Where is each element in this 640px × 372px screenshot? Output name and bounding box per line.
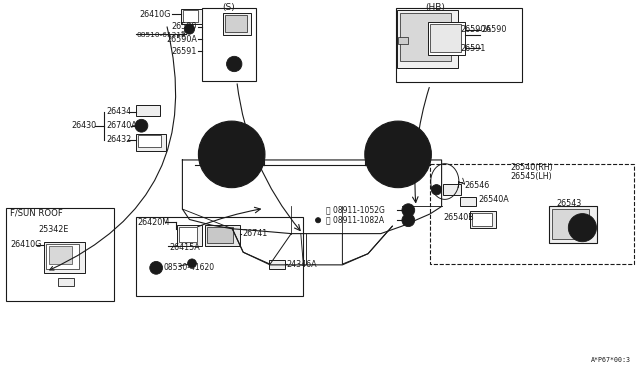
Text: 26590: 26590 bbox=[172, 22, 197, 31]
Bar bbox=[397, 10, 458, 68]
Text: ⓝ 08911-1082A: ⓝ 08911-1082A bbox=[326, 216, 385, 225]
Bar bbox=[181, 9, 202, 24]
Circle shape bbox=[402, 204, 415, 217]
Text: ⓝ 08911-1052G: ⓝ 08911-1052G bbox=[326, 206, 385, 215]
Bar bbox=[269, 260, 285, 269]
Bar bbox=[460, 197, 476, 206]
Bar bbox=[396, 8, 522, 82]
Circle shape bbox=[150, 262, 163, 274]
Bar bbox=[223, 13, 251, 35]
Circle shape bbox=[316, 218, 321, 223]
Bar bbox=[443, 184, 461, 195]
Circle shape bbox=[405, 207, 412, 214]
Text: (HB): (HB) bbox=[426, 3, 445, 12]
Text: 26740A: 26740A bbox=[106, 121, 137, 130]
Bar bbox=[428, 22, 465, 55]
Text: 08510-61212: 08510-61212 bbox=[137, 32, 187, 38]
Bar bbox=[136, 105, 160, 116]
Bar bbox=[207, 227, 233, 243]
Circle shape bbox=[431, 185, 442, 195]
Text: (S): (S) bbox=[223, 3, 236, 12]
Bar bbox=[136, 217, 303, 296]
Text: 26545(LH): 26545(LH) bbox=[511, 172, 552, 181]
Bar bbox=[398, 37, 408, 44]
Circle shape bbox=[135, 119, 148, 132]
Bar bbox=[430, 24, 461, 52]
Bar bbox=[400, 13, 451, 61]
Circle shape bbox=[365, 121, 431, 187]
Bar bbox=[49, 246, 72, 264]
Text: 26590A: 26590A bbox=[461, 25, 492, 34]
Bar bbox=[46, 244, 79, 269]
Circle shape bbox=[402, 214, 415, 227]
Bar bbox=[472, 213, 492, 226]
Circle shape bbox=[198, 121, 265, 187]
Text: 26420M: 26420M bbox=[138, 218, 170, 227]
Text: 26540A: 26540A bbox=[479, 195, 509, 203]
Bar bbox=[552, 209, 589, 239]
Bar bbox=[44, 242, 85, 273]
Text: 24346A: 24346A bbox=[287, 260, 317, 269]
Text: 26434: 26434 bbox=[106, 107, 131, 116]
Circle shape bbox=[230, 60, 238, 68]
Bar bbox=[177, 225, 202, 246]
Text: 26430: 26430 bbox=[72, 121, 97, 130]
Circle shape bbox=[188, 259, 196, 268]
Bar bbox=[205, 225, 240, 246]
Text: 26432: 26432 bbox=[106, 135, 131, 144]
Text: 26410G: 26410G bbox=[140, 10, 171, 19]
Text: 08530-41620: 08530-41620 bbox=[164, 263, 215, 272]
Circle shape bbox=[227, 56, 242, 72]
Text: 26591: 26591 bbox=[172, 47, 197, 56]
Text: 26540(RH): 26540(RH) bbox=[511, 163, 554, 172]
Bar bbox=[470, 211, 496, 228]
Bar bbox=[138, 135, 161, 147]
Text: F/SUN ROOF: F/SUN ROOF bbox=[10, 208, 63, 217]
Circle shape bbox=[184, 24, 195, 34]
Bar bbox=[183, 10, 198, 22]
Text: S: S bbox=[180, 31, 186, 37]
Bar bbox=[430, 164, 634, 264]
Circle shape bbox=[405, 217, 412, 224]
Circle shape bbox=[380, 136, 417, 173]
Bar bbox=[6, 208, 114, 301]
Text: 26540B: 26540B bbox=[443, 213, 474, 222]
Text: A*P67*00:3: A*P67*00:3 bbox=[590, 357, 630, 363]
Text: 26546: 26546 bbox=[465, 181, 490, 190]
FancyArrowPatch shape bbox=[50, 27, 175, 270]
Circle shape bbox=[213, 136, 250, 173]
Bar bbox=[225, 15, 247, 32]
Circle shape bbox=[568, 214, 596, 242]
Bar bbox=[202, 8, 256, 81]
Text: 25342E: 25342E bbox=[38, 225, 68, 234]
Bar bbox=[179, 227, 197, 242]
Circle shape bbox=[575, 220, 590, 235]
Text: 26543: 26543 bbox=[557, 199, 582, 208]
Text: 26590: 26590 bbox=[481, 25, 507, 34]
Text: 26415A: 26415A bbox=[169, 243, 200, 252]
Text: 26590A: 26590A bbox=[166, 35, 197, 44]
Text: 26591: 26591 bbox=[461, 44, 486, 53]
Bar bbox=[136, 134, 166, 151]
Text: 26741: 26741 bbox=[242, 229, 267, 238]
Text: 26410G: 26410G bbox=[10, 240, 42, 249]
Bar bbox=[549, 206, 597, 243]
Bar bbox=[58, 278, 74, 286]
